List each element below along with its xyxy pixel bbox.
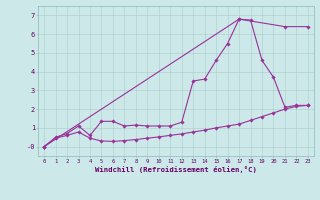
X-axis label: Windchill (Refroidissement éolien,°C): Windchill (Refroidissement éolien,°C)	[95, 166, 257, 173]
